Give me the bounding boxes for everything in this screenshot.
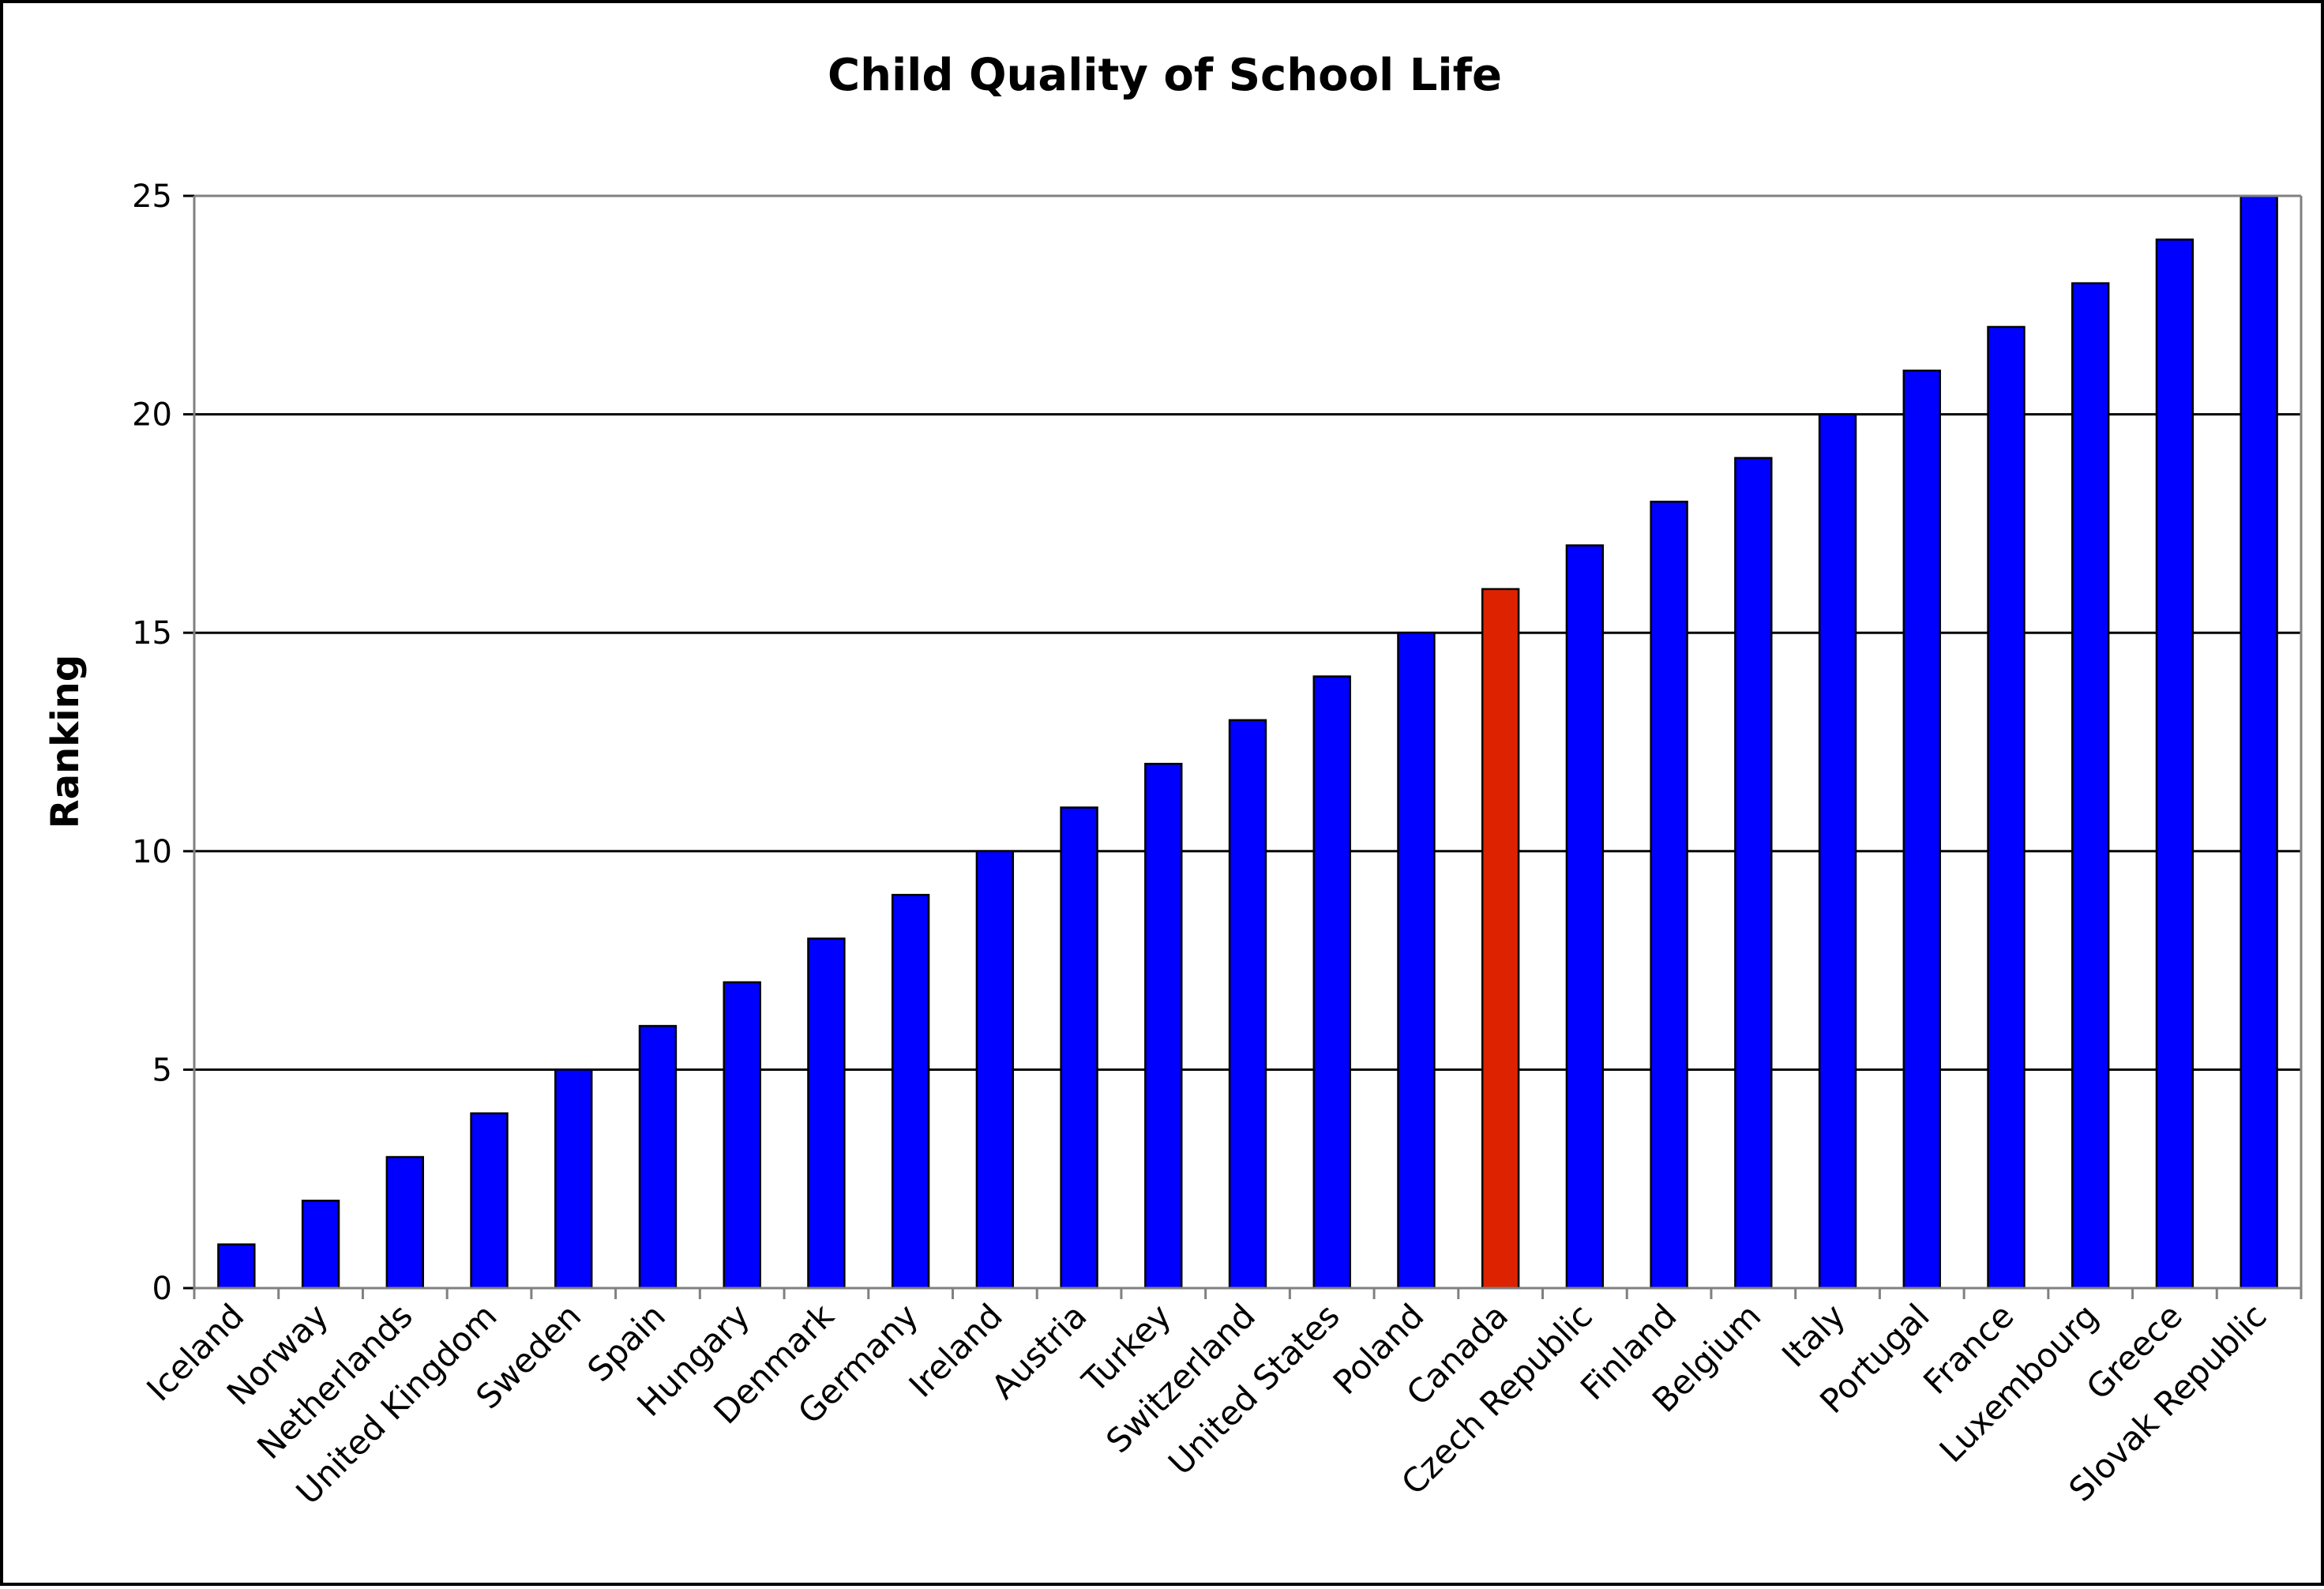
bar bbox=[1397, 631, 1436, 1290]
bar bbox=[1312, 675, 1351, 1290]
bar bbox=[2155, 239, 2194, 1290]
y-axis-label: Ranking bbox=[43, 655, 88, 828]
bar bbox=[2240, 194, 2278, 1290]
bar bbox=[891, 893, 930, 1290]
bar bbox=[301, 1200, 340, 1290]
bar bbox=[975, 850, 1015, 1290]
bar bbox=[1481, 588, 1520, 1290]
bar bbox=[217, 1243, 256, 1290]
bar bbox=[1228, 719, 1267, 1290]
y-tick-label: 10 bbox=[132, 834, 172, 870]
bars bbox=[217, 194, 2278, 1290]
bar bbox=[1650, 500, 1688, 1290]
bar bbox=[638, 1024, 678, 1290]
bar bbox=[470, 1112, 509, 1290]
y-tick-label: 5 bbox=[152, 1052, 172, 1088]
x-tick-label: Italy bbox=[1774, 1296, 1853, 1374]
bar bbox=[1734, 456, 1773, 1290]
chart-title: Child Quality of School Life bbox=[828, 50, 1502, 101]
bar bbox=[1144, 762, 1183, 1290]
chart-svg: Child Quality of School Life Ranking 0 5 1… bbox=[43, 50, 2303, 1512]
bar bbox=[723, 981, 761, 1290]
bar bbox=[1818, 413, 1857, 1290]
bar bbox=[385, 1155, 424, 1290]
bar bbox=[1987, 325, 2026, 1290]
axes bbox=[183, 194, 2303, 1299]
y-tick-label: 25 bbox=[132, 178, 172, 215]
bar bbox=[807, 937, 846, 1290]
bar bbox=[1060, 806, 1098, 1290]
bar bbox=[1565, 544, 1605, 1290]
y-tick-label: 20 bbox=[132, 397, 172, 434]
bar bbox=[554, 1069, 593, 1290]
bar bbox=[1902, 370, 1941, 1290]
bar bbox=[2071, 282, 2110, 1290]
x-tick-label: Austria bbox=[984, 1296, 1094, 1407]
y-tick-labels: 0 5 10 15 20 25 bbox=[132, 178, 172, 1307]
y-tick-label: 0 bbox=[152, 1271, 172, 1307]
y-tick-label: 15 bbox=[132, 615, 172, 652]
